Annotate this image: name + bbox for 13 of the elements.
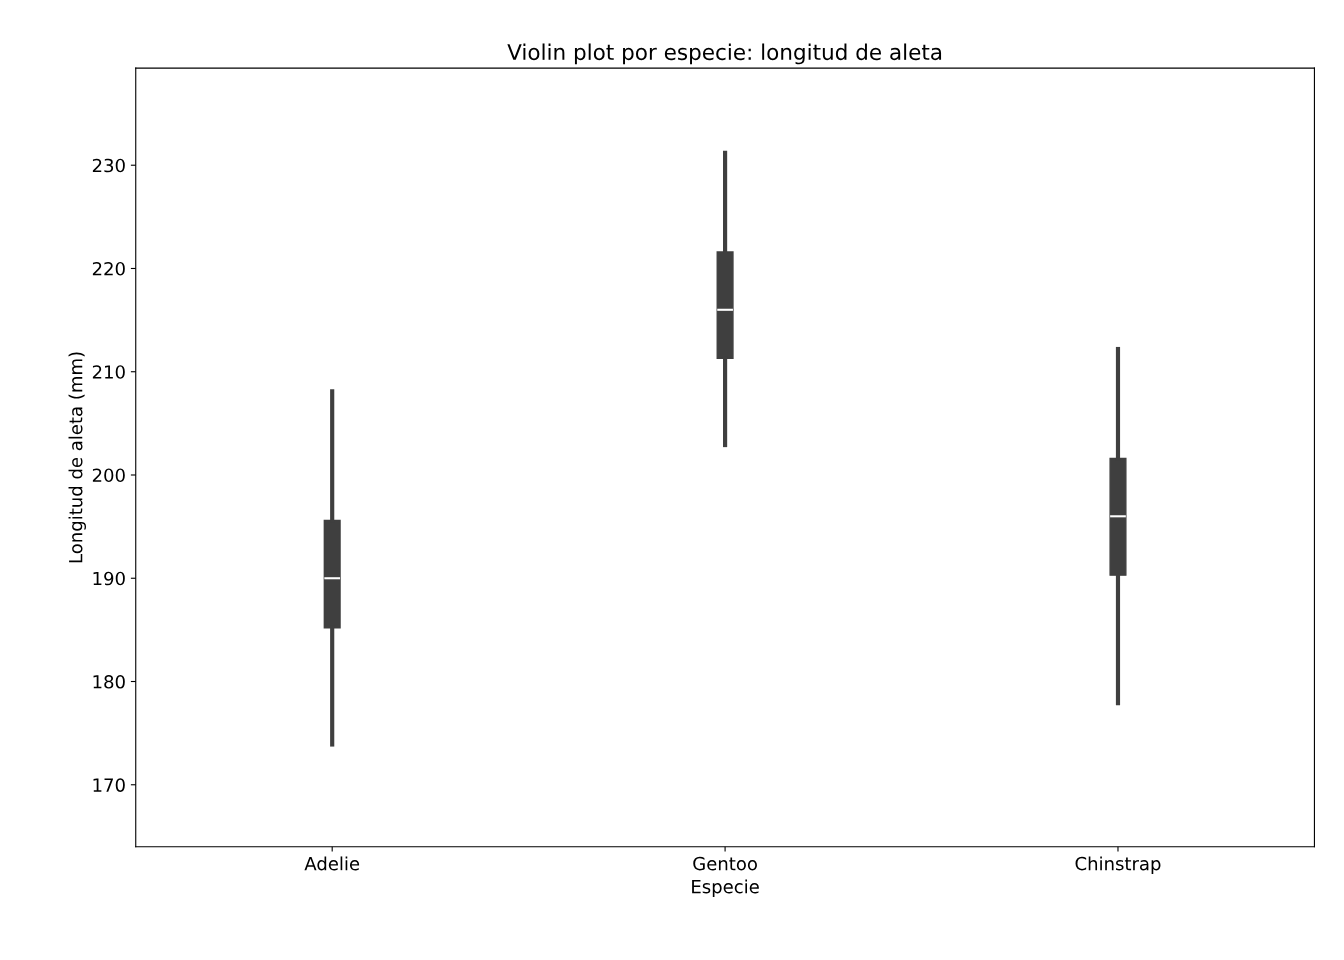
x-tick-label: Adelie	[304, 856, 360, 871]
y-tick-label: 200	[92, 468, 125, 483]
y-tick-label: 220	[92, 261, 125, 276]
y-tick-label: 230	[92, 158, 125, 173]
y-axis-title: Longitud de aleta (mm)	[68, 352, 86, 563]
y-tick-label: 210	[92, 365, 125, 379]
x-tick-label: Gentoo	[693, 856, 757, 871]
y-tick-label: 190	[93, 571, 125, 586]
y-tick-label: 180	[93, 674, 125, 689]
x-tick-label: Chinstrap	[1075, 856, 1161, 874]
y-tick-label: 170	[93, 778, 125, 792]
x-axis-title: Especie	[692, 879, 759, 897]
chart-title: Violin plot por especie: longitud de aleta	[507, 43, 942, 65]
